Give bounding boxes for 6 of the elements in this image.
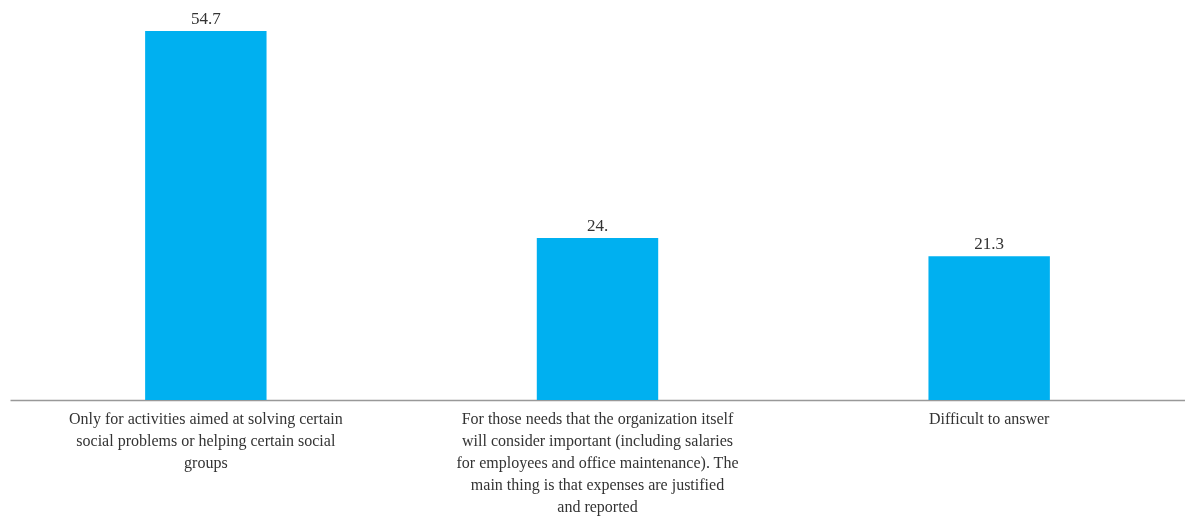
data-label: 21.3: [974, 234, 1005, 254]
data-label: 24.: [586, 216, 609, 236]
x-tick-label: Difficult to answer: [928, 409, 1051, 427]
x-tick-label: For those needs that the organization itself will consider important (including salaries for employees and office maintenance). The main thing is that expenses are justified and reported: [456, 409, 739, 516]
x-tick-label: Only for activities aimed at solving certain social problems or helping certain social groups: [68, 409, 343, 472]
data-label: 54.7: [190, 9, 222, 29]
